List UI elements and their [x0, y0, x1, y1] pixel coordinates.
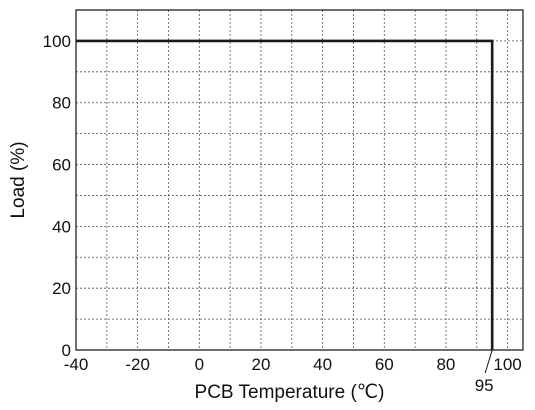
x-tick-label: 20 — [252, 355, 271, 374]
y-tick-label: 100 — [43, 32, 71, 51]
y-tick-label: 80 — [52, 94, 71, 113]
series-line-derating — [76, 39, 494, 350]
plot-border — [75, 9, 524, 351]
grid-lines — [76, 10, 523, 350]
annotation-leader-line — [484, 349, 493, 374]
x-tick-labels: -40 -20 0 20 40 60 80 100 — [64, 355, 522, 374]
x-tick-label: -40 — [64, 355, 89, 374]
y-axis-label: Load (%) — [8, 141, 29, 218]
x-axis-label: PCB Temperature (℃) — [195, 382, 385, 403]
x-tick-label: 60 — [375, 355, 394, 374]
y-tick-label: 0 — [62, 341, 71, 360]
y-tick-label: 60 — [52, 156, 71, 175]
annotations: 95 — [475, 349, 494, 395]
x-tick-label: 40 — [313, 355, 332, 374]
x-tick-label: 0 — [195, 355, 204, 374]
y-tick-label: 40 — [52, 217, 71, 236]
plot-frame — [75, 9, 524, 351]
x-tick-label: -20 — [125, 355, 150, 374]
x-tick-label: 80 — [436, 355, 455, 374]
y-tick-labels: 0 20 40 60 80 100 — [43, 32, 71, 360]
series-layer — [76, 39, 494, 350]
annotation-label: 95 — [475, 376, 494, 395]
x-tick-label: 100 — [493, 355, 521, 374]
y-tick-label: 20 — [52, 279, 71, 298]
